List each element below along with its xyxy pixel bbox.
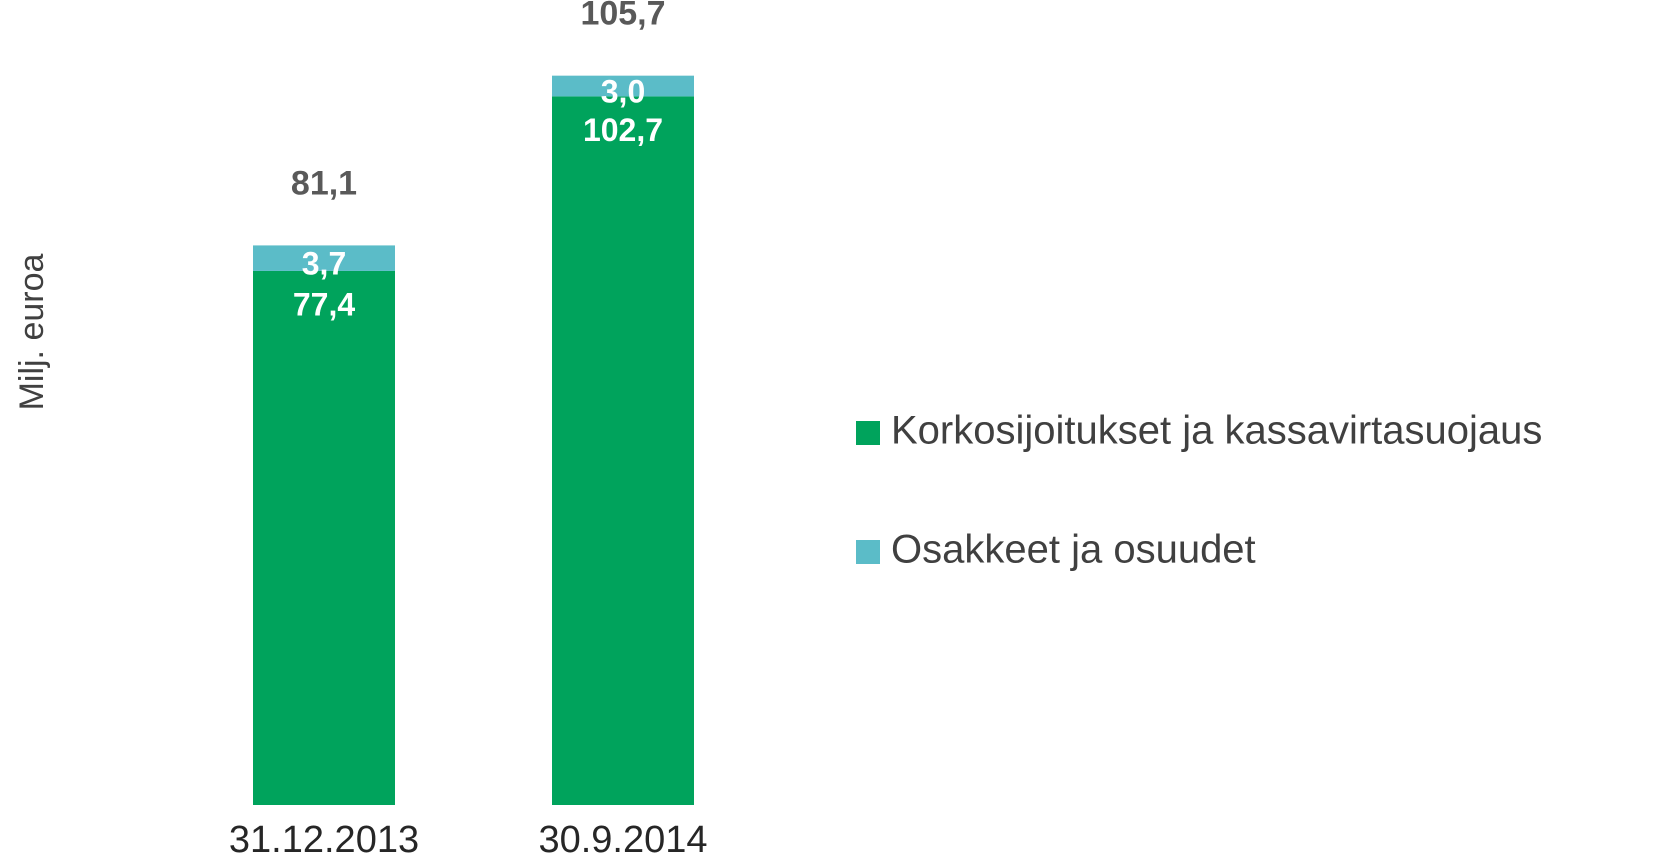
legend-label: Osakkeet ja osuudet (891, 528, 1256, 572)
bar-segment (253, 270, 395, 805)
legend-swatch (856, 421, 880, 445)
value-label: 3,7 (302, 246, 346, 282)
legend-swatch (856, 540, 880, 564)
x-tick-label: 30.9.2014 (538, 819, 707, 860)
bar-segment (552, 75, 694, 97)
bar-segment (253, 245, 395, 271)
legend-label: Korkosijoitukset ja kassavirtasuojaus (891, 409, 1542, 453)
value-label: 102,7 (583, 112, 663, 148)
bar-segment (552, 96, 694, 806)
x-tick-label: 31.12.2013 (229, 819, 419, 860)
y-axis-label: Milj. euroa (13, 253, 51, 410)
value-label: 77,4 (293, 286, 355, 322)
total-label: 105,7 (580, 0, 665, 33)
total-label: 81,1 (291, 164, 357, 202)
value-label: 3,0 (601, 73, 645, 109)
